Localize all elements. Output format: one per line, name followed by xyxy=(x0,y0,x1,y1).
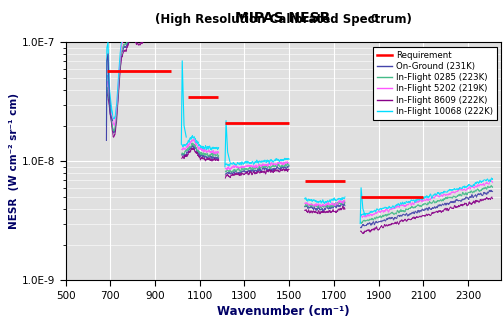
Y-axis label: NESR  (W cm⁻² sr⁻¹ cm): NESR (W cm⁻² sr⁻¹ cm) xyxy=(9,93,19,230)
X-axis label: Wavenumber (cm⁻¹): Wavenumber (cm⁻¹) xyxy=(217,305,350,318)
Text: 0: 0 xyxy=(370,14,377,24)
Title: (High Resolution Calibrated Spectrum): (High Resolution Calibrated Spectrum) xyxy=(155,13,412,26)
Legend: Requirement, On-Ground (231K), In-Flight 0285 (223K), In-Flight 5202 (219K), In-: Requirement, On-Ground (231K), In-Flight… xyxy=(372,47,497,120)
Text: MIPAS NESR: MIPAS NESR xyxy=(234,11,330,25)
